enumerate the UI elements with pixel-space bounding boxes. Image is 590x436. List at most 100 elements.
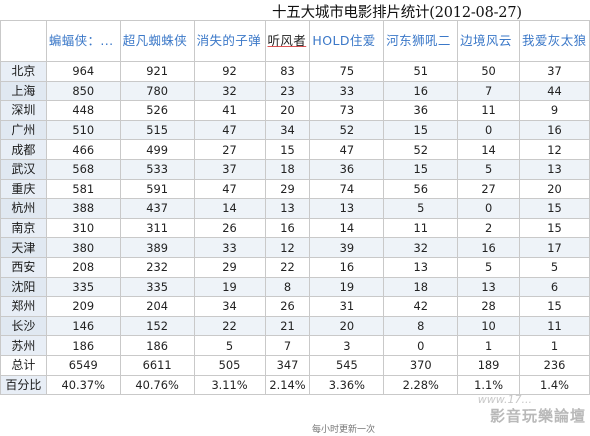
table-row: 沈阳 335 335 19 8 19 18 13 6	[0, 276, 590, 298]
table-cell: 34	[193, 296, 266, 317]
column-header[interactable]: HOLD住爱	[309, 20, 385, 62]
table-cell: 13	[519, 158, 590, 180]
table-cell: 0	[383, 335, 459, 356]
table-cell: 33	[309, 80, 385, 102]
table-row: 天津 380 389 33 12 39 32 16 17	[0, 237, 590, 258]
table-cell: 27	[457, 178, 520, 200]
table-row: 杭州 388 437 14 13 13 5 0 15	[0, 198, 590, 219]
table-cell: 437	[119, 198, 195, 219]
table-cell: 15	[383, 158, 459, 180]
column-header-label: 听风者	[267, 33, 307, 48]
table-cell: 16	[309, 256, 385, 278]
table-cell: 232	[119, 256, 195, 278]
table-cell: 9	[519, 100, 590, 121]
table-cell: 1	[519, 335, 590, 356]
table-cell: 8	[383, 315, 459, 337]
table-row: 苏州 186 186 5 7 3 0 1 1	[0, 335, 590, 356]
column-header[interactable]: 我爱灰太狼	[519, 20, 590, 62]
table-cell: 15	[383, 119, 459, 141]
row-label: 重庆	[0, 178, 47, 200]
table-cell: 545	[309, 354, 385, 376]
table-cell: 40.37%	[45, 374, 121, 396]
table-cell: 2.14%	[264, 374, 311, 396]
table-cell: 37	[193, 158, 266, 180]
table-cell: 12	[264, 237, 311, 258]
table-row: 郑州 209 204 34 26 31 42 28 15	[0, 296, 590, 317]
table-cell: 83	[264, 61, 311, 82]
update-note: 每小时更新一次	[312, 425, 376, 435]
row-label: 西安	[0, 256, 47, 278]
watermark-url: www.17...	[477, 393, 532, 406]
table-cell: 13	[383, 256, 459, 278]
table-cell: 28	[457, 296, 520, 317]
row-label: 北京	[0, 61, 47, 82]
table-cell: 16	[457, 237, 520, 258]
percent-row: 百分比 40.37% 40.76% 3.11% 2.14% 3.36% 2.28% 1.1% 1…	[0, 374, 590, 396]
column-header[interactable]: 蝙蝠侠：...	[45, 20, 121, 62]
table-cell: 13	[264, 198, 311, 219]
column-header[interactable]: 超凡蜘蛛侠	[119, 20, 195, 62]
table-cell: 3.11%	[193, 374, 266, 396]
table-cell: 6	[519, 276, 590, 298]
table-cell: 10	[457, 315, 520, 337]
table-cell: 47	[193, 178, 266, 200]
table-cell: 19	[193, 276, 266, 298]
table-cell: 50	[457, 61, 520, 82]
column-header[interactable]: 边境风云	[457, 20, 520, 62]
table-cell: 12	[519, 139, 590, 160]
table-cell: 11	[383, 217, 459, 239]
table-cell: 92	[193, 61, 266, 82]
table-cell: 73	[309, 100, 385, 121]
table-row: 上海 850 780 32 23 33 16 7 44	[0, 80, 590, 102]
table-cell: 16	[383, 80, 459, 102]
table-cell: 33	[193, 237, 266, 258]
row-label: 广州	[0, 119, 47, 141]
table-cell: 29	[264, 178, 311, 200]
table-cell: 189	[457, 354, 520, 376]
table-cell: 510	[45, 119, 121, 141]
table-cell: 5	[457, 256, 520, 278]
table-cell: 310	[45, 217, 121, 239]
row-label: 苏州	[0, 335, 47, 356]
table-cell: 389	[119, 237, 195, 258]
table-cell: 19	[309, 276, 385, 298]
table-cell: 52	[309, 119, 385, 141]
table-cell: 27	[193, 139, 266, 160]
table-row: 南京 310 311 26 16 14 11 2 15	[0, 217, 590, 239]
row-label: 深圳	[0, 100, 47, 121]
table-cell: 515	[119, 119, 195, 141]
row-label: 杭州	[0, 198, 47, 219]
table-cell: 347	[264, 354, 311, 376]
watermark: 影音玩樂論壇	[489, 407, 586, 425]
table-row: 深圳 448 526 41 20 73 36 11 9	[0, 100, 590, 121]
row-label: 长沙	[0, 315, 47, 337]
total-row: 总计 6549 6611 505 347 545 370 189 236	[0, 354, 590, 376]
column-header[interactable]: 河东狮吼二	[383, 20, 459, 62]
table-cell: 14	[309, 217, 385, 239]
column-header[interactable]: 听风者	[264, 20, 311, 62]
table-cell: 5	[193, 335, 266, 356]
table-cell: 47	[193, 119, 266, 141]
table-cell: 52	[383, 139, 459, 160]
table-cell: 388	[45, 198, 121, 219]
table-cell: 56	[383, 178, 459, 200]
table-cell: 3	[309, 335, 385, 356]
table-cell: 18	[264, 158, 311, 180]
table-cell: 1.1%	[457, 374, 520, 396]
table-cell: 209	[45, 296, 121, 317]
table-cell: 8	[264, 276, 311, 298]
table-row: 重庆 581 591 47 29 74 56 27 20	[0, 178, 590, 200]
row-label: 天津	[0, 237, 47, 258]
table-cell: 186	[45, 335, 121, 356]
table-cell: 581	[45, 178, 121, 200]
table-cell: 591	[119, 178, 195, 200]
table-cell: 18	[383, 276, 459, 298]
table-row: 西安 208 232 29 22 16 13 5 5	[0, 256, 590, 278]
table-cell: 13	[309, 198, 385, 219]
table-cell: 36	[309, 158, 385, 180]
table-cell: 311	[119, 217, 195, 239]
stats-table: 蝙蝠侠：... 超凡蜘蛛侠 消失的子弹 听风者 HOLD住爱 河东狮吼二 边境风…	[0, 20, 590, 396]
table-cell: 37	[519, 61, 590, 82]
table-cell: 1.4%	[519, 374, 590, 396]
column-header[interactable]: 消失的子弹	[193, 20, 266, 62]
